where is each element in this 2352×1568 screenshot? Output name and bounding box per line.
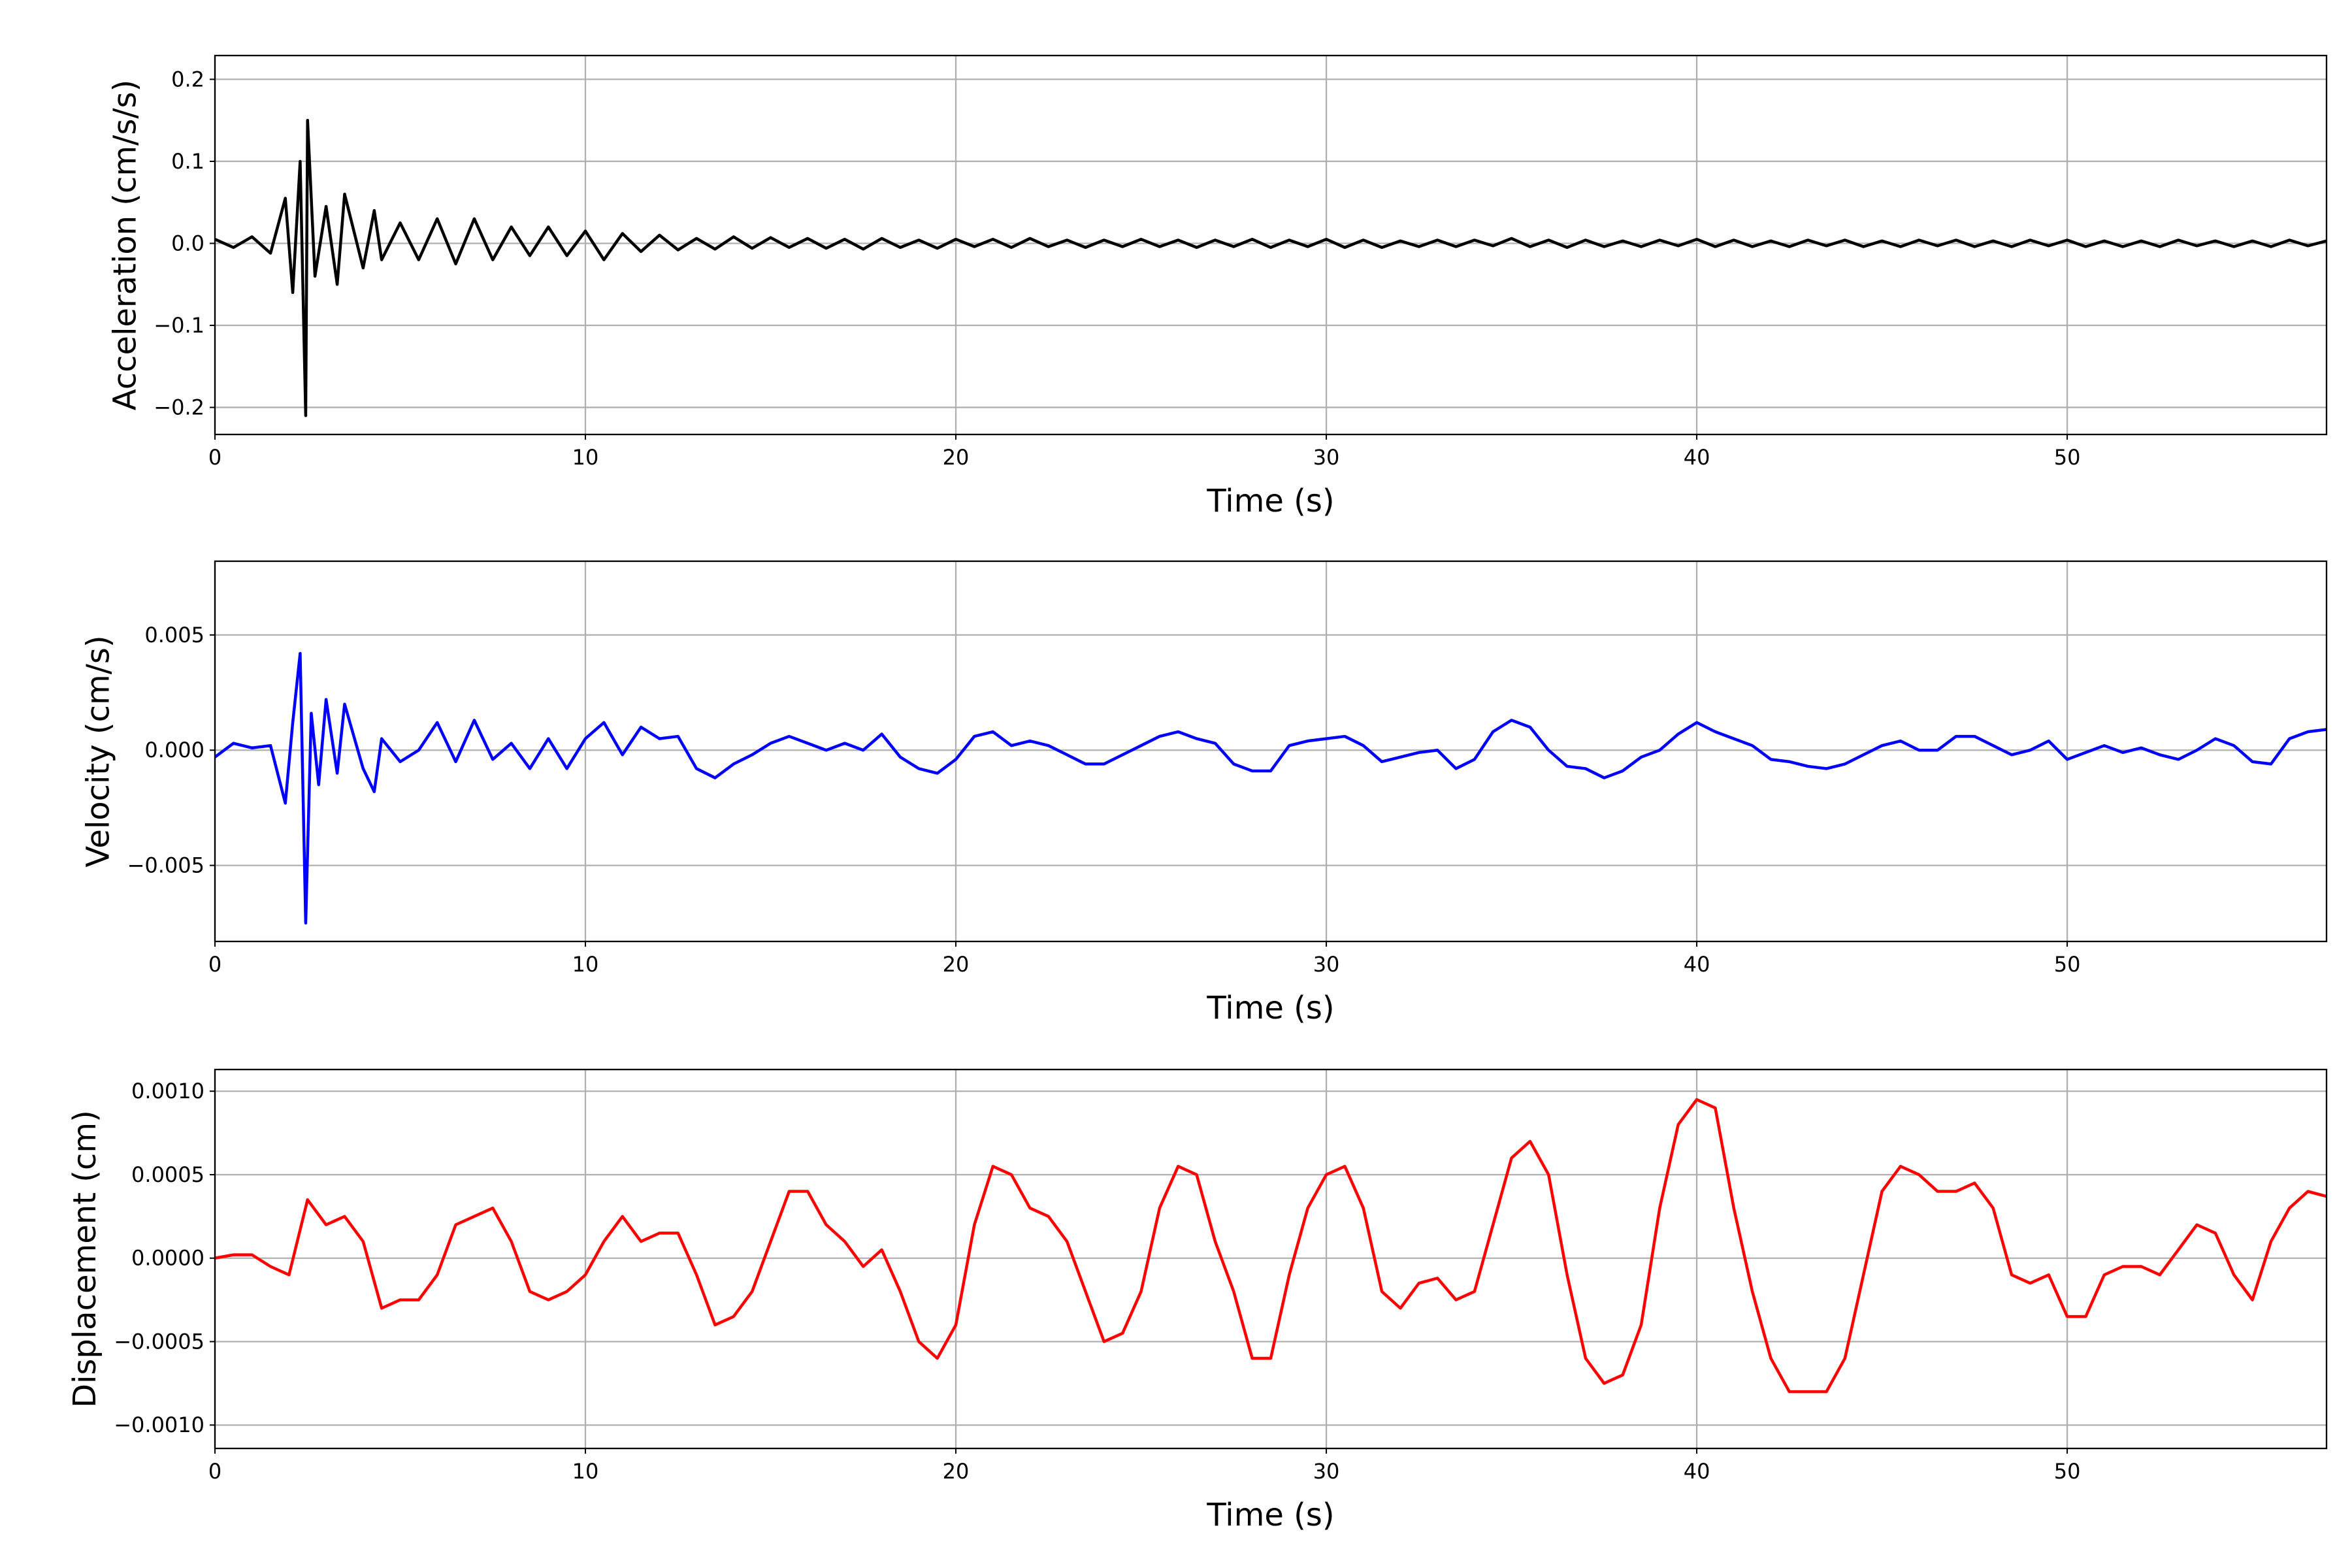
y-tick-label: 0.000 — [144, 738, 204, 762]
axes-frame — [214, 560, 2328, 943]
subplot: 0 10 20 30 40 50 −0.005 0.000 0.005 Time (s) Veloc… — [80, 560, 2328, 1026]
data-line — [215, 1098, 2327, 1394]
y-tick-label: −0.1 — [154, 313, 204, 338]
y-tick-label: 0.2 — [171, 67, 204, 91]
x-axis-label: Time (s) — [1206, 483, 1334, 519]
x-tick-label: 20 — [943, 1459, 970, 1484]
y-axis-label: Displacement (cm) — [67, 1110, 103, 1408]
x-tick-label: 30 — [1313, 445, 1340, 470]
y-tick-label: 0.1 — [171, 149, 204, 174]
axes-frame — [214, 54, 2328, 436]
x-tick-label: 10 — [572, 952, 599, 977]
x-tick-label: 0 — [208, 952, 221, 977]
x-tick-label: 20 — [943, 445, 970, 470]
y-tick-label: 0.0 — [171, 231, 204, 255]
y-axis-label: Velocity (cm/s) — [80, 635, 117, 867]
data-line — [215, 118, 2327, 417]
x-tick-label: 50 — [2054, 1459, 2081, 1484]
x-tick-label: 40 — [1684, 1459, 1710, 1484]
x-tick-label: 30 — [1313, 952, 1340, 977]
x-tick-label: 20 — [943, 952, 970, 977]
y-axis-label: Acceleration (cm/s/s) — [106, 80, 143, 410]
x-tick-label: 30 — [1313, 1459, 1340, 1484]
y-tick-label: −0.005 — [127, 853, 204, 878]
x-tick-label: 0 — [208, 445, 221, 470]
data-line — [215, 651, 2327, 925]
subplot: 0 10 20 30 40 50 −0.2 −0.1 0.0 0.1 0.2 Time (s) Acce… — [106, 54, 2328, 519]
x-tick-label: 40 — [1684, 445, 1710, 470]
y-tick-label: −0.0010 — [114, 1413, 204, 1437]
y-tick-label: −0.2 — [154, 395, 204, 420]
y-tick-label: 0.005 — [144, 623, 204, 647]
y-tick-label: 0.0010 — [131, 1079, 204, 1103]
x-axis-label: Time (s) — [1206, 1497, 1334, 1533]
x-tick-label: 50 — [2054, 445, 2081, 470]
subplot: 0 10 20 30 40 50 −0.0010 −0.0005 0.0000 0.0005 0.0… — [67, 1068, 2328, 1533]
axes-frame — [214, 1068, 2328, 1450]
x-tick-label: 50 — [2054, 952, 2081, 977]
y-tick-label: 0.0005 — [131, 1162, 204, 1187]
x-tick-label: 40 — [1684, 952, 1710, 977]
y-tick-label: 0.0000 — [131, 1246, 204, 1271]
x-tick-label: 10 — [572, 445, 599, 470]
x-axis-label: Time (s) — [1206, 990, 1334, 1026]
x-tick-label: 10 — [572, 1459, 599, 1484]
y-tick-label: −0.0005 — [114, 1329, 204, 1354]
x-tick-label: 0 — [208, 1459, 221, 1484]
